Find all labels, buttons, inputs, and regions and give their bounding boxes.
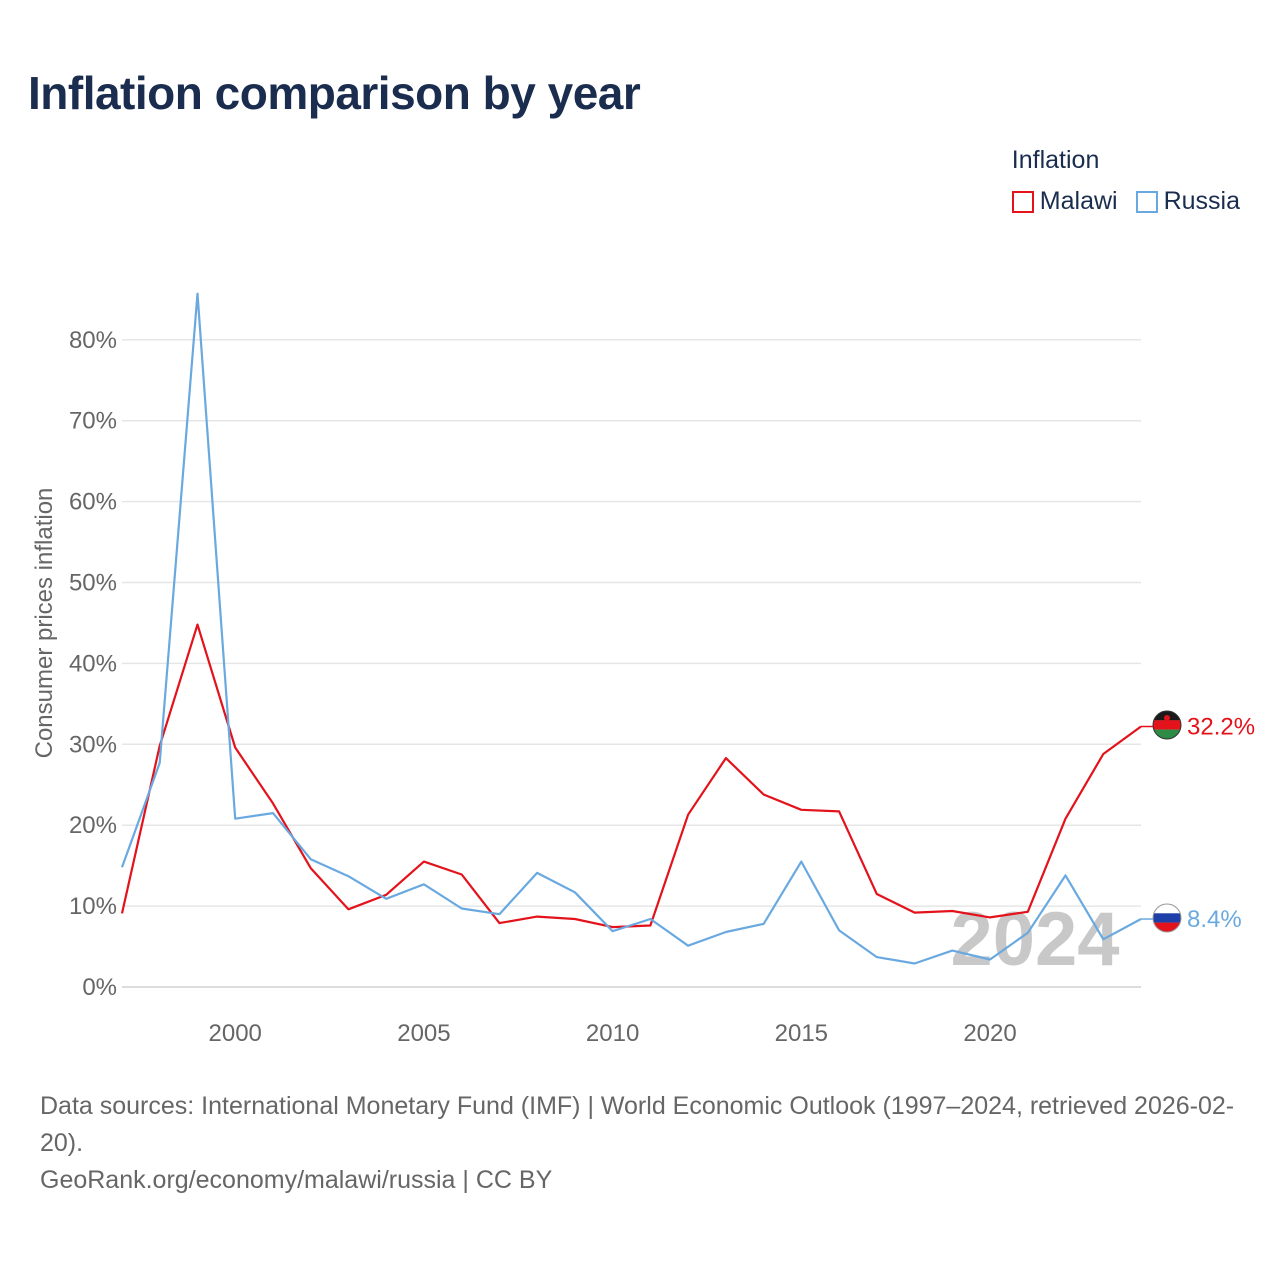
- end-label-malawi: 32.2%: [1187, 714, 1255, 741]
- data-sources: Data sources: International Monetary Fun…: [40, 1092, 1235, 1157]
- legend-item-russia[interactable]: Russia: [1135, 187, 1240, 216]
- footer: Data sources: International Monetary Fun…: [40, 1088, 1250, 1199]
- malawi-flag-border: [1152, 710, 1182, 740]
- series-line-malawi[interactable]: [120, 623, 1142, 929]
- legend-swatch-russia: [1135, 190, 1158, 213]
- x-axis-ticks: 2000 2005 2010 2015 2020: [209, 1020, 1017, 1047]
- chart-title: Inflation comparison by year: [28, 67, 641, 119]
- y-tick-label: 30%: [69, 731, 117, 758]
- y-axis-ticks: 0% 10% 20% 30% 40% 50% 60% 70% 80%: [69, 327, 117, 1001]
- legend-swatch-malawi: [1011, 190, 1034, 213]
- y-tick-label: 10%: [69, 893, 117, 920]
- legend-item-malawi[interactable]: Malawi: [1011, 187, 1118, 216]
- x-tick-label: 2015: [775, 1020, 828, 1047]
- end-labels: 32.2% 8.4%: [1141, 714, 1255, 933]
- x-tick-label: 2000: [209, 1020, 262, 1047]
- x-tick-label: 2010: [586, 1020, 639, 1047]
- legend-title: Inflation: [1011, 146, 1100, 174]
- russia-flag-border: [1152, 903, 1182, 933]
- y-tick-label: 70%: [69, 408, 117, 435]
- y-tick-label: 0%: [82, 974, 117, 1001]
- malawi-flag-icon: [1153, 711, 1181, 739]
- credit-link[interactable]: GeoRank.org/economy/malawi/russia | CC B…: [40, 1166, 553, 1194]
- y-axis-label: Consumer prices inflation: [31, 488, 58, 759]
- y-tick-label: 50%: [69, 570, 117, 597]
- legend: Inflation Malawi Russia: [1011, 146, 1240, 216]
- legend-label-malawi: Malawi: [1039, 187, 1118, 215]
- russia-flag-icon: [1153, 904, 1181, 932]
- year-watermark: 2024: [950, 897, 1119, 982]
- x-tick-label: 2020: [963, 1020, 1016, 1047]
- gridlines: [122, 339, 1141, 907]
- series-line-russia[interactable]: [120, 292, 1142, 965]
- legend-label-russia: Russia: [1163, 187, 1240, 215]
- y-tick-label: 60%: [69, 489, 117, 516]
- x-tick-label: 2005: [397, 1020, 450, 1047]
- end-label-russia: 8.4%: [1187, 906, 1242, 933]
- series-group: [120, 292, 1142, 965]
- y-tick-label: 40%: [69, 650, 117, 677]
- y-tick-label: 20%: [69, 812, 117, 839]
- y-tick-label: 80%: [69, 327, 117, 354]
